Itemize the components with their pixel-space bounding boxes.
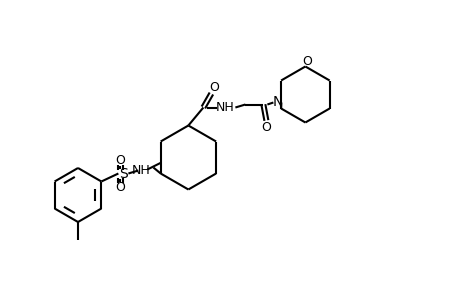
Text: S: S xyxy=(119,167,128,181)
Text: NH: NH xyxy=(132,164,151,177)
Text: O: O xyxy=(209,81,219,94)
Text: O: O xyxy=(261,121,271,134)
Text: NH: NH xyxy=(216,101,234,114)
Text: O: O xyxy=(115,154,125,167)
Text: N: N xyxy=(272,95,282,110)
Text: O: O xyxy=(302,55,312,68)
Text: O: O xyxy=(115,181,125,194)
